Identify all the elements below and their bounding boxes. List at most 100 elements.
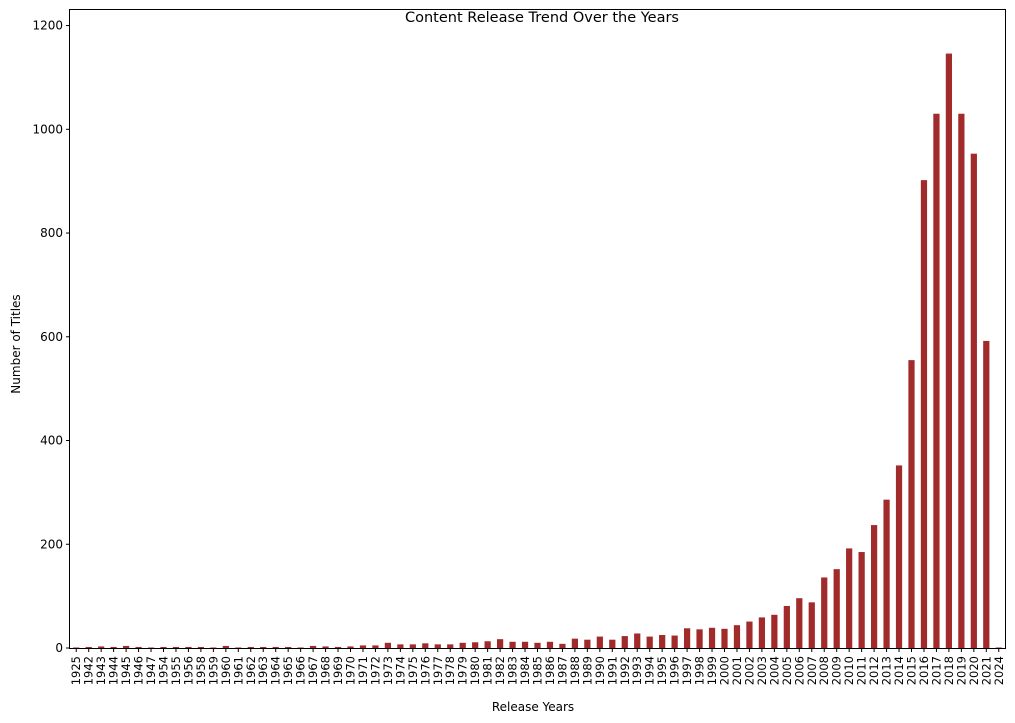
bar-2019 — [958, 113, 965, 649]
x-tick-label-2007: 2007 — [805, 656, 819, 685]
bar-1968 — [322, 646, 329, 648]
bar-1987 — [559, 643, 566, 648]
bar-1965 — [285, 646, 292, 648]
x-axis: 1925194219431944194519461947195419551956… — [69, 648, 1006, 685]
x-tick-label-1973: 1973 — [381, 656, 395, 685]
bar-1998 — [696, 629, 703, 648]
x-tick-label-2009: 2009 — [830, 656, 844, 685]
bar-1959 — [210, 647, 217, 648]
x-tick-label-1954: 1954 — [157, 656, 171, 685]
bar-1995 — [659, 635, 666, 648]
bar-1989 — [584, 639, 591, 648]
x-tick-label-1999: 1999 — [705, 656, 719, 685]
bar-1981 — [484, 641, 491, 648]
x-tick-label-1961: 1961 — [231, 656, 245, 685]
x-tick-label-2002: 2002 — [742, 656, 756, 685]
bar-1944 — [110, 646, 117, 648]
bar-2007 — [808, 602, 815, 648]
x-tick-label-1984: 1984 — [518, 656, 532, 685]
x-tick-label-1994: 1994 — [643, 656, 657, 685]
x-tick-label-1997: 1997 — [680, 656, 694, 685]
x-tick-label-1974: 1974 — [393, 656, 407, 685]
x-tick-label-1945: 1945 — [119, 656, 133, 685]
bar-2013 — [883, 499, 890, 648]
x-tick-label-1925: 1925 — [69, 656, 83, 685]
bar-1974 — [397, 644, 404, 648]
x-tick-label-1983: 1983 — [506, 656, 520, 685]
bar-1966 — [297, 647, 304, 648]
x-tick-label-1987: 1987 — [555, 656, 569, 685]
bar-2001 — [733, 625, 741, 648]
x-tick-label-1980: 1980 — [468, 656, 482, 685]
plot-frame — [69, 9, 1006, 649]
bar-1967 — [309, 645, 317, 648]
x-tick-label-1988: 1988 — [568, 656, 582, 685]
bar-1973 — [384, 642, 392, 648]
x-tick-label-2016: 2016 — [917, 656, 931, 685]
bar-1954 — [160, 646, 167, 648]
y-tick-label-200: 200 — [40, 537, 63, 551]
bar-1962 — [247, 646, 254, 648]
bar-2017 — [933, 113, 940, 649]
bar-1958 — [197, 646, 205, 648]
x-tick-label-1966: 1966 — [294, 656, 308, 685]
x-tick-label-1978: 1978 — [443, 656, 457, 685]
bar-1994 — [646, 636, 653, 648]
bar-1971 — [359, 645, 367, 648]
bar-1993 — [634, 633, 641, 648]
x-tick-label-1970: 1970 — [344, 656, 358, 685]
bar-2021 — [983, 340, 990, 648]
x-tick-label-2019: 2019 — [954, 656, 968, 685]
bars-group — [73, 53, 1002, 649]
y-tick-label-0: 0 — [55, 641, 63, 655]
x-tick-label-1993: 1993 — [630, 656, 644, 685]
bar-2012 — [870, 525, 878, 648]
bar-2014 — [895, 465, 903, 648]
bar-1976 — [422, 643, 429, 648]
bar-1972 — [372, 645, 379, 648]
bar-1964 — [272, 646, 279, 648]
bar-2006 — [796, 598, 803, 648]
x-tick-label-2014: 2014 — [892, 656, 906, 685]
bar-1970 — [347, 646, 354, 648]
bar-2010 — [846, 548, 853, 648]
bar-1985 — [534, 642, 541, 648]
x-tick-label-1981: 1981 — [481, 656, 495, 685]
x-tick-label-2000: 2000 — [718, 656, 732, 685]
x-tick-label-1962: 1962 — [244, 656, 258, 685]
x-tick-label-1965: 1965 — [281, 656, 295, 685]
bar-1925 — [73, 647, 80, 648]
bar-2011 — [858, 552, 865, 648]
x-tick-label-1996: 1996 — [668, 656, 682, 685]
bar-1991 — [609, 639, 616, 648]
bar-2000 — [721, 628, 728, 648]
x-tick-label-2024: 2024 — [992, 656, 1006, 685]
bar-1984 — [521, 641, 529, 648]
bar-1997 — [683, 628, 691, 648]
bar-1978 — [447, 644, 454, 648]
x-tick-label-1958: 1958 — [194, 656, 208, 685]
x-tick-label-2003: 2003 — [755, 656, 769, 685]
x-tick-label-2017: 2017 — [929, 656, 943, 685]
x-tick-label-2018: 2018 — [942, 656, 956, 685]
chart-title: Content Release Trend Over the Years — [405, 10, 679, 26]
y-axis-label: Number of Titles — [9, 294, 23, 393]
bar-1960 — [222, 645, 229, 648]
bar-1963 — [260, 646, 267, 648]
bar-1943 — [98, 646, 105, 648]
bar-2008 — [821, 577, 828, 648]
bar-1946 — [135, 646, 142, 648]
x-tick-label-2020: 2020 — [967, 656, 981, 685]
x-tick-label-1946: 1946 — [132, 656, 146, 685]
x-tick-label-1972: 1972 — [368, 656, 382, 685]
x-tick-label-1976: 1976 — [418, 656, 432, 685]
bar-2009 — [833, 569, 840, 648]
bar-1969 — [334, 646, 342, 648]
y-tick-label-1200: 1200 — [32, 19, 63, 33]
x-tick-label-1971: 1971 — [356, 656, 370, 685]
bar-1990 — [596, 636, 603, 648]
y-tick-label-400: 400 — [40, 434, 63, 448]
x-tick-label-1989: 1989 — [580, 656, 594, 685]
bar-2004 — [771, 614, 778, 648]
